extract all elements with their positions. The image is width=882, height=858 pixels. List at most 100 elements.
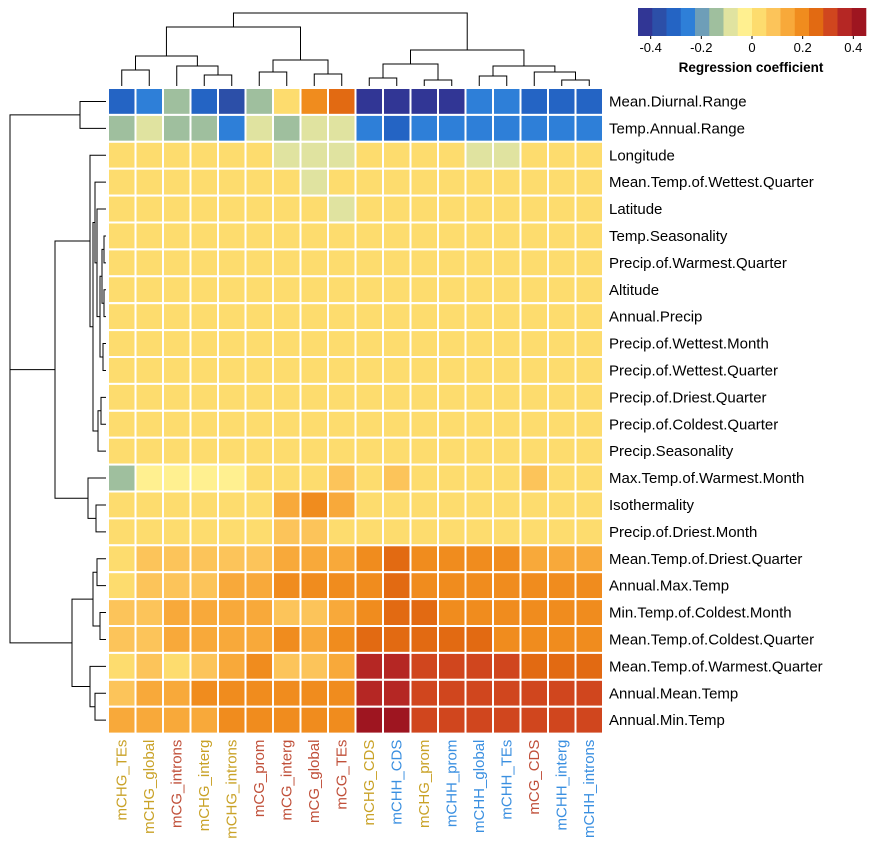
heatmap-cell xyxy=(217,705,247,735)
heatmap-cell xyxy=(382,221,412,251)
heatmap-cell xyxy=(547,113,577,143)
heatmap-cell xyxy=(162,705,192,735)
heatmap-cell xyxy=(189,678,219,708)
column-label: mCG_global xyxy=(306,740,323,823)
heatmap-cell xyxy=(272,651,302,681)
heatmap-cell xyxy=(464,409,494,439)
heatmap-cell xyxy=(354,678,384,708)
heatmap-cell xyxy=(574,625,604,654)
heatmap-cell xyxy=(464,651,494,681)
heatmap-cell xyxy=(162,329,192,359)
heatmap-cell xyxy=(492,651,522,681)
heatmap-cell xyxy=(107,598,137,627)
row-label: Mean.Temp.of.Warmest.Quarter xyxy=(609,658,823,675)
legend-swatch xyxy=(652,8,667,36)
dendrogram-branch xyxy=(9,242,72,644)
heatmap-cell xyxy=(107,571,137,601)
heatmap-cell xyxy=(519,275,549,305)
heatmap-cell xyxy=(547,248,577,278)
heatmap-cell xyxy=(519,302,549,332)
heatmap-cell xyxy=(162,490,192,520)
heatmap-cell xyxy=(244,221,274,251)
heatmap-cell xyxy=(134,598,164,627)
dendrogram-branch xyxy=(203,74,233,86)
heatmap-cell xyxy=(189,87,219,116)
heatmap-cell xyxy=(134,705,164,735)
heatmap-cell xyxy=(327,517,357,547)
heatmap-cell xyxy=(134,625,164,654)
heatmap-cell xyxy=(299,517,329,547)
heatmap-cell xyxy=(299,598,329,627)
heatmap-cell xyxy=(189,598,219,627)
legend-swatch xyxy=(794,8,810,36)
heatmap-cell xyxy=(244,705,274,735)
heatmap-cell xyxy=(409,87,439,116)
dendrogram-branch xyxy=(89,665,106,708)
heatmap-cell xyxy=(217,248,247,278)
heatmap-cell xyxy=(547,625,577,654)
column-label: mCHG_introns xyxy=(224,740,241,839)
heatmap-cell xyxy=(272,167,302,197)
heatmap-cell xyxy=(134,651,164,681)
heatmap-cell xyxy=(107,356,137,385)
dendrogram-branch xyxy=(99,612,106,640)
dendrogram-branch xyxy=(492,65,556,76)
heatmap-cell xyxy=(547,302,577,332)
heatmap-cell xyxy=(464,221,494,251)
heatmap-cell xyxy=(134,194,164,224)
row-label: Precip.of.Warmest.Quarter xyxy=(609,255,787,272)
heatmap-cell xyxy=(189,248,219,278)
heatmap-cell xyxy=(437,544,467,574)
column-label: mCG_interg xyxy=(279,740,296,821)
heatmap-cell xyxy=(107,463,137,493)
heatmap-cell xyxy=(217,625,247,654)
heatmap-cell xyxy=(409,436,439,466)
heatmap-cell xyxy=(244,382,274,412)
heatmap-cell xyxy=(244,140,274,170)
heatmap-cell xyxy=(189,275,219,305)
heatmap-cell xyxy=(299,248,329,278)
heatmap-cell xyxy=(134,140,164,170)
heatmap-cell xyxy=(272,113,302,143)
row-label: Isothermality xyxy=(609,497,695,514)
heatmap-cell xyxy=(409,490,439,520)
heatmap-cell xyxy=(107,87,137,116)
heatmap-cell xyxy=(574,329,604,359)
heatmap-cell xyxy=(244,517,274,547)
heatmap-cell xyxy=(217,678,247,708)
row-label: Mean.Diurnal.Range xyxy=(609,93,747,110)
heatmap-cell xyxy=(547,194,577,224)
column-label: mCG_TEs xyxy=(334,740,351,810)
row-label: Mean.Temp.of.Wettest.Quarter xyxy=(609,174,814,191)
heatmap-cell xyxy=(464,167,494,197)
heatmap-cell xyxy=(272,221,302,251)
heatmap-cell xyxy=(299,705,329,735)
heatmap-cell xyxy=(272,490,302,520)
heatmap-cell xyxy=(574,651,604,681)
column-label: mCHG_CDS xyxy=(361,740,378,826)
heatmap-cell xyxy=(107,705,137,735)
heatmap-cell xyxy=(354,490,384,520)
heatmap-cell xyxy=(519,194,549,224)
heatmap-cell xyxy=(299,356,329,385)
heatmap-cell xyxy=(519,140,549,170)
heatmap-cell xyxy=(519,382,549,412)
heatmap-cell xyxy=(464,598,494,627)
heatmap-cell xyxy=(272,517,302,547)
heatmap-cell xyxy=(327,409,357,439)
column-labels: mCHG_TEs mCHG_global mCG_introns mCHG_inter… xyxy=(114,740,599,839)
heatmap-cell xyxy=(244,436,274,466)
heatmap-cell xyxy=(382,598,412,627)
heatmap-cell xyxy=(464,140,494,170)
heatmap-cell xyxy=(409,221,439,251)
heatmap-cell xyxy=(382,436,412,466)
heatmap-cell xyxy=(244,571,274,601)
heatmap-cell xyxy=(492,167,522,197)
heatmap-cell xyxy=(382,248,412,278)
heatmap-cell xyxy=(162,140,192,170)
heatmap-cell xyxy=(354,382,384,412)
heatmap-cell xyxy=(354,140,384,170)
column-label: mCG_CDS xyxy=(526,740,543,815)
heatmap-cell xyxy=(134,167,164,197)
heatmap-cell xyxy=(492,302,522,332)
